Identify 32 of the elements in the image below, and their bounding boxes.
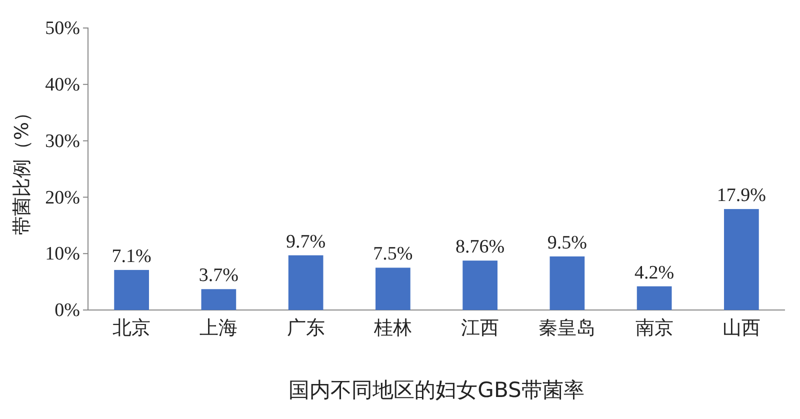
data-label: 3.7% — [198, 265, 239, 286]
x-tick-label: 江西 — [461, 316, 500, 339]
bar — [114, 270, 149, 310]
data-label: 9.5% — [547, 232, 588, 254]
bar — [550, 256, 585, 310]
bar — [201, 289, 236, 310]
y-tick-label: 10% — [45, 244, 80, 265]
bar — [376, 268, 410, 310]
data-label: 7.5% — [373, 244, 413, 265]
x-axis-title: 国内不同地区的妇女GBS带菌率 — [288, 378, 584, 402]
x-tick-label: 北京 — [112, 316, 151, 339]
y-tick-label: 30% — [45, 130, 80, 152]
data-label: 7.1% — [112, 246, 152, 267]
data-label: 9.7% — [286, 231, 326, 252]
data-label: 8.76% — [456, 236, 505, 258]
data-label: 17.9% — [716, 185, 766, 206]
y-tick-label: 50% — [45, 18, 80, 40]
bar — [724, 209, 759, 310]
bar — [636, 286, 672, 310]
y-axis-title: 带菌比例（%） — [11, 102, 33, 236]
y-tick-label: 20% — [45, 187, 80, 208]
bar — [462, 260, 498, 310]
data-label: 4.2% — [634, 262, 674, 284]
bar — [288, 255, 324, 310]
x-tick-label: 秦皇岛 — [538, 316, 596, 339]
x-tick-label: 广东 — [286, 316, 325, 339]
y-tick-label: 40% — [45, 74, 80, 96]
x-tick-label: 桂林 — [372, 316, 412, 339]
x-tick-label: 山西 — [722, 316, 760, 339]
x-tick-label: 上海 — [200, 316, 238, 339]
y-tick-label: 0% — [54, 300, 80, 322]
x-tick-label: 南京 — [635, 316, 674, 339]
